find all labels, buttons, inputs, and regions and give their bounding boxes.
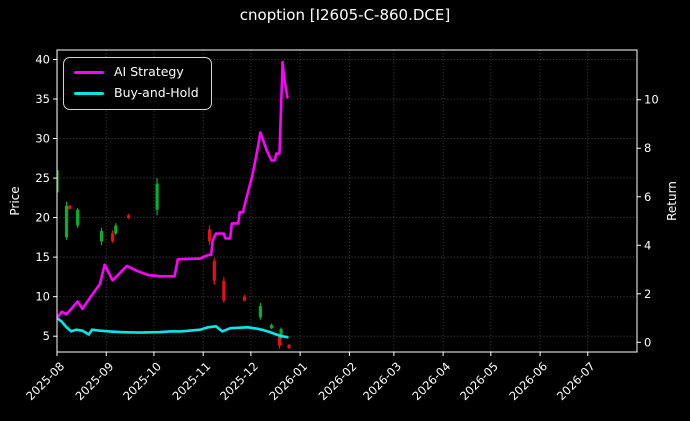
legend-item-ai-strategy: AI Strategy bbox=[74, 64, 199, 79]
candle-body bbox=[277, 336, 282, 346]
x-tick-label: 2025-09 bbox=[72, 359, 116, 403]
y-tick-label-right: 2 bbox=[644, 287, 651, 301]
y-tick-label-left: 40 bbox=[35, 52, 50, 66]
y-tick-label-left: 25 bbox=[35, 171, 50, 185]
candle-body bbox=[126, 215, 131, 218]
x-tick-label: 2025-11 bbox=[169, 359, 213, 403]
candle-body bbox=[99, 231, 104, 242]
x-tick-label: 2026-07 bbox=[554, 359, 598, 403]
legend-item-buy-and-hold: Buy-and-Hold bbox=[74, 85, 199, 101]
chart-title: cnoption [I2605-C-860.DCE] bbox=[239, 6, 451, 24]
candle-body bbox=[287, 344, 291, 349]
y-tick-label-left: 5 bbox=[43, 329, 50, 343]
x-tick-label: 2026-01 bbox=[266, 359, 310, 403]
candle-body bbox=[212, 261, 216, 281]
candle-body bbox=[114, 225, 118, 234]
buy-and-hold-line bbox=[57, 316, 289, 339]
legend: AI Strategy Buy-and-Hold bbox=[63, 57, 212, 110]
x-tick-label: 2026-04 bbox=[409, 359, 453, 403]
y-tick-label-right: 0 bbox=[644, 335, 651, 349]
x-tick-label: 2026-02 bbox=[316, 359, 360, 403]
candle-body bbox=[68, 205, 72, 209]
x-tick-label: 2025-10 bbox=[120, 359, 164, 403]
candle-body bbox=[269, 325, 274, 329]
y-tick-label-right: 8 bbox=[644, 141, 651, 155]
y-tick-label-left: 15 bbox=[35, 250, 50, 264]
y-tick-label-right: 4 bbox=[644, 238, 651, 252]
y-tick-label-right: 10 bbox=[644, 93, 659, 107]
candle-body bbox=[242, 296, 247, 301]
y-tick-label-left: 20 bbox=[35, 211, 50, 225]
data-layer bbox=[57, 57, 291, 349]
y-tick-label-right: 6 bbox=[644, 190, 651, 204]
candle-body bbox=[258, 306, 262, 318]
x-tick-label: 2025-12 bbox=[217, 359, 261, 403]
x-tick-label: 2025-08 bbox=[23, 359, 67, 403]
candle-body bbox=[76, 209, 80, 226]
y-axis-label-price: Price bbox=[8, 186, 22, 216]
legend-label-ai-strategy: AI Strategy bbox=[114, 64, 184, 79]
candle-body bbox=[57, 170, 59, 193]
y-tick-label-left: 30 bbox=[35, 132, 50, 146]
buy-and-hold-line-swatch bbox=[74, 92, 104, 96]
ai-strategy-line bbox=[57, 60, 289, 320]
y-tick-label-left: 10 bbox=[35, 290, 50, 304]
x-tick-label: 2026-05 bbox=[457, 359, 501, 403]
candle-body bbox=[279, 329, 283, 338]
x-tick-label: 2026-06 bbox=[506, 359, 550, 403]
ai-strategy-line-swatch bbox=[74, 70, 104, 74]
candle-body bbox=[155, 183, 159, 210]
candle-body bbox=[207, 229, 212, 242]
candle-body bbox=[111, 233, 115, 242]
y-axis-label-return: Return bbox=[665, 181, 679, 221]
axes-frame bbox=[56, 49, 638, 353]
candle-body bbox=[222, 280, 226, 301]
y-tick-label-left: 35 bbox=[35, 92, 50, 106]
legend-label-buy-and-hold: Buy-and-Hold bbox=[114, 85, 199, 101]
candle-body bbox=[64, 205, 69, 238]
x-tick-label: 2026-03 bbox=[360, 359, 404, 403]
